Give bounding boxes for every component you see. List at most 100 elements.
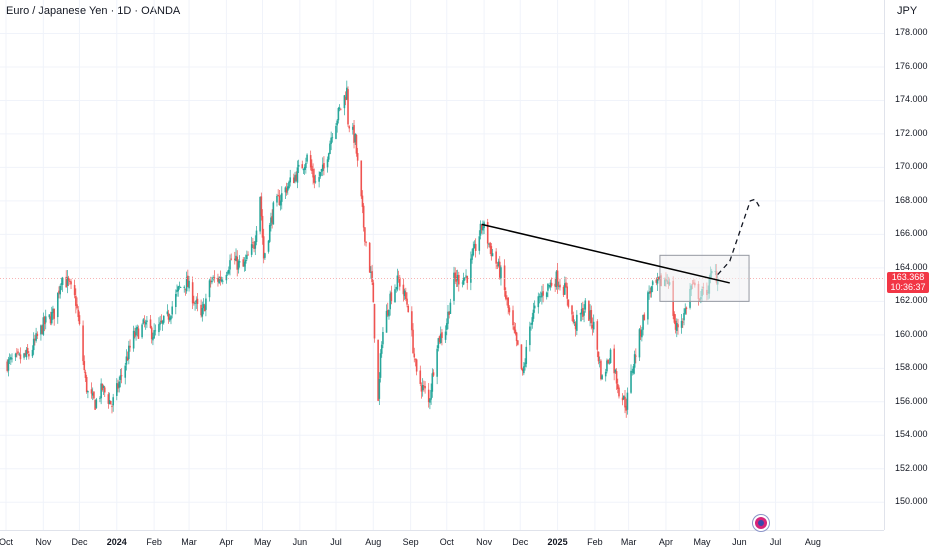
candle-body bbox=[441, 332, 443, 338]
candle-body bbox=[601, 375, 603, 380]
price-tick-label: 154.000 bbox=[895, 429, 928, 440]
candle-body bbox=[8, 358, 11, 360]
candle-body bbox=[83, 361, 86, 371]
candle-body bbox=[280, 193, 283, 202]
candle-body bbox=[388, 309, 390, 317]
candle-body bbox=[202, 304, 205, 309]
candle-body bbox=[438, 336, 441, 343]
candle-body bbox=[386, 310, 389, 316]
candle-body bbox=[211, 280, 213, 283]
drawings[interactable] bbox=[0, 198, 884, 302]
candle-body bbox=[93, 391, 95, 399]
candle-body bbox=[177, 286, 180, 292]
candle-body bbox=[447, 311, 449, 324]
candle-body bbox=[373, 303, 376, 339]
candle-body bbox=[545, 292, 548, 297]
candle-body bbox=[235, 255, 237, 262]
candle-body bbox=[217, 278, 219, 282]
candle-body bbox=[58, 290, 60, 294]
candle-body bbox=[537, 296, 540, 308]
candle-body bbox=[448, 311, 450, 315]
candle-body bbox=[624, 396, 626, 408]
candle-body bbox=[427, 389, 430, 403]
candle-body bbox=[461, 282, 464, 284]
candle-body bbox=[162, 315, 165, 323]
candle-body bbox=[600, 360, 602, 380]
range-box[interactable] bbox=[659, 254, 750, 302]
candle-body bbox=[262, 236, 265, 259]
candle-body bbox=[40, 325, 42, 335]
candle-body bbox=[609, 349, 612, 363]
time-tick-label: Aug bbox=[804, 537, 821, 547]
economic-event-icon[interactable] bbox=[755, 517, 767, 529]
candle-body bbox=[507, 297, 509, 308]
candle-body bbox=[579, 313, 582, 315]
candle-body bbox=[59, 285, 61, 295]
candle-body bbox=[272, 202, 275, 225]
candle-body bbox=[389, 293, 391, 310]
candle-body bbox=[50, 312, 53, 324]
candle-body bbox=[161, 320, 164, 324]
candle-body bbox=[31, 349, 34, 357]
candle-body bbox=[28, 353, 30, 357]
candle-body bbox=[368, 242, 371, 273]
candle-body bbox=[531, 317, 534, 325]
candle-body bbox=[533, 305, 536, 309]
candle-body bbox=[638, 329, 641, 358]
candle-body bbox=[111, 406, 113, 407]
candle-body bbox=[632, 366, 635, 374]
candle-body bbox=[296, 167, 299, 183]
candle-body bbox=[647, 292, 649, 320]
candle-body bbox=[243, 261, 246, 267]
candle-body bbox=[218, 277, 220, 284]
candle-body bbox=[656, 277, 659, 284]
candle-body bbox=[69, 281, 71, 282]
candle-body bbox=[344, 96, 347, 100]
candle-body bbox=[160, 320, 163, 323]
candle-body bbox=[482, 226, 484, 231]
time-tick-label: Jun bbox=[292, 537, 308, 547]
candle-body bbox=[314, 181, 317, 183]
price-tick-label: 168.000 bbox=[895, 194, 928, 205]
candle-body bbox=[271, 216, 273, 223]
candle-body bbox=[371, 271, 373, 283]
currency-label[interactable]: JPY bbox=[897, 5, 918, 17]
candle-body bbox=[470, 258, 472, 283]
candle-body bbox=[56, 292, 59, 318]
candle-body bbox=[201, 308, 204, 317]
candle-body bbox=[642, 314, 644, 330]
candle-body bbox=[649, 291, 652, 294]
candle-body bbox=[415, 359, 418, 372]
candle-body bbox=[550, 282, 553, 286]
candle-body bbox=[380, 344, 383, 354]
chart-title[interactable]: Euro / Japanese Yen · 1D · OANDA bbox=[6, 5, 181, 17]
candle-body bbox=[246, 254, 248, 260]
candle-body bbox=[179, 287, 182, 289]
trendline[interactable] bbox=[481, 223, 730, 284]
candle-body bbox=[242, 259, 245, 267]
candle-body bbox=[655, 279, 658, 283]
candle-body bbox=[188, 280, 190, 289]
candle-body bbox=[238, 261, 241, 263]
time-axis[interactable]: Oct Nov Dec 2024 Feb Mar Apr May Jun Jul Aug Sep Oct… bbox=[0, 530, 884, 551]
candle-body bbox=[205, 298, 207, 310]
candle-body bbox=[279, 200, 282, 206]
candle-body bbox=[473, 243, 476, 249]
candle-body bbox=[175, 293, 177, 307]
candle-body bbox=[327, 153, 330, 160]
candle-body bbox=[276, 195, 278, 203]
projection-path[interactable] bbox=[717, 198, 761, 276]
price-axis[interactable]: 150.000 152.000 154.000 156.000 158.000 160.0… bbox=[884, 0, 932, 530]
candle-body bbox=[396, 275, 399, 290]
candle-body bbox=[313, 175, 316, 183]
price-chart[interactable] bbox=[0, 0, 884, 530]
candle-body bbox=[171, 306, 173, 315]
candle-body bbox=[261, 215, 264, 238]
candle-body bbox=[135, 327, 137, 336]
price-tick-label: 162.000 bbox=[895, 295, 928, 306]
candle-body bbox=[472, 247, 475, 256]
candle-body bbox=[675, 322, 678, 331]
candle-body bbox=[641, 329, 643, 338]
candle-body bbox=[582, 307, 584, 317]
candle-body bbox=[34, 338, 36, 341]
